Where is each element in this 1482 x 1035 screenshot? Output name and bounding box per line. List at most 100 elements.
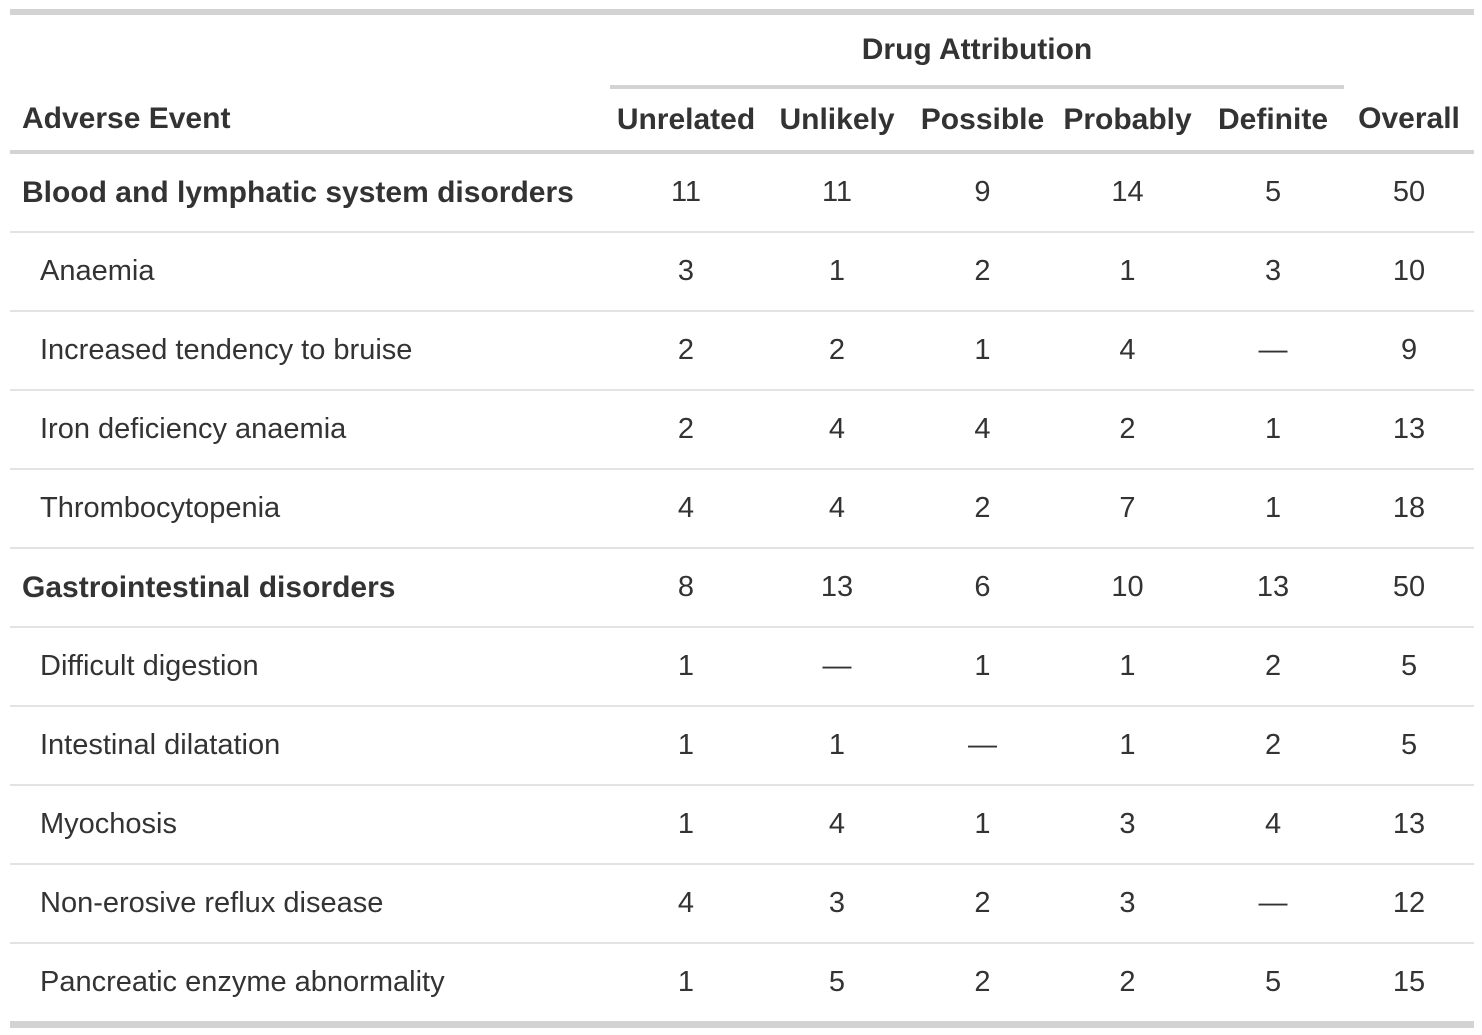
spanner-spacer-right [1344, 15, 1474, 87]
value-cell: 1 [762, 705, 912, 785]
value-cell: 50 [1344, 547, 1475, 627]
header-cell-overall: Overall [1344, 87, 1475, 154]
spanner-row: Drug Attribution [10, 15, 1474, 89]
value-cell: 50 [1392, 176, 1426, 208]
table-row: Difficult digestion 1—1 1 2 5 [10, 626, 1475, 706]
value-cell: 3 [610, 231, 762, 311]
value-cell: 2 [912, 231, 1053, 311]
value-cell: 11 [670, 176, 702, 208]
group-row: Gastrointestinal disorders 8 13 6 10 13 50 [10, 547, 1475, 627]
value-cell: 12 [1344, 863, 1475, 943]
value-cell: 2 [912, 468, 1053, 548]
value-cell: 15 [1344, 942, 1475, 1021]
value-cell: 13 [762, 547, 912, 627]
row-label: Thrombocytopenia [10, 468, 610, 548]
value-cell: 4 [1053, 310, 1202, 390]
value-cell: 2 [912, 863, 1053, 943]
row-label: Pancreatic enzyme abnormality [10, 942, 610, 1021]
value-cell: 1 [610, 626, 762, 706]
value-cell: 4 [762, 389, 912, 469]
value-cell: 5 [762, 942, 912, 1021]
row-label: Myochosis [10, 784, 610, 864]
value-cell: 1 [1053, 231, 1202, 311]
value-cell: 4 [1202, 784, 1345, 864]
value-cell: 5 [1344, 626, 1475, 706]
value-cell: 1 [1053, 626, 1202, 706]
spanner-spacer-left [10, 15, 610, 87]
value-cell: 1 [610, 705, 762, 785]
value-cell: 3 [1202, 231, 1345, 311]
value-cell: 1 [610, 942, 762, 1021]
value-cell: 2 [1202, 705, 1345, 785]
column-header-row: Adverse Event Unrelated Unlikely Possibl… [10, 87, 1475, 154]
value-cell: — [1202, 863, 1345, 943]
value-cell: 10 [1053, 547, 1202, 627]
value-cell: 6 [912, 547, 1053, 627]
row-label: Difficult digestion [10, 626, 610, 706]
header-cell-adverse-event: Adverse Event [10, 87, 610, 154]
value-cell: — [762, 626, 912, 706]
value-cell: 5 [1202, 942, 1345, 1021]
value-cell: 4 [762, 784, 912, 864]
value-cell: 1 [912, 784, 1053, 864]
value-cell: 13 [1202, 547, 1345, 627]
header-cell-probably: Probably [1053, 87, 1202, 154]
value-cell: 4 [912, 389, 1053, 469]
table-row: Intestinal dilatation 1 1—1 2 5 [10, 705, 1475, 785]
row-label: Gastrointestinal disorders [10, 547, 610, 627]
value-cell: 1 [1053, 705, 1202, 785]
value-cell: 2 [1053, 942, 1202, 1021]
table-row: Pancreatic enzyme abnormality 1 5 2 2 5 15 [10, 942, 1475, 1021]
value-cell: 1 [912, 310, 1053, 390]
value-cell: 4 [610, 863, 762, 943]
adverse-events-table: Drug Attribution Adverse Event Unrelated… [10, 15, 1475, 1021]
table-row: Myochosis 1 4 1 3 4 13 [10, 784, 1475, 864]
value-cell: 13 [1344, 784, 1475, 864]
value-cell: 13 [1344, 389, 1475, 469]
header-cell-definite: Definite [1202, 87, 1345, 154]
value-cell: 11 [821, 176, 853, 208]
value-cell: 18 [1344, 468, 1475, 548]
value-cell: 1 [610, 784, 762, 864]
value-cell: 3 [762, 863, 912, 943]
spanner-label: Drug Attribution [610, 15, 1345, 89]
value-cell: 3 [1053, 784, 1202, 864]
value-cell: 2 [1053, 389, 1202, 469]
value-cell: 4 [610, 468, 762, 548]
adverse-events-table-container: Drug Attribution Adverse Event Unrelated… [10, 9, 1475, 1028]
table-row: Thrombocytopenia 4 4 2 7 1 18 [10, 468, 1475, 548]
value-cell: 9 [974, 176, 991, 208]
value-cell: 1 [1202, 468, 1345, 548]
row-label: Non-erosive reflux disease [10, 863, 610, 943]
row-label: Intestinal dilatation [10, 705, 610, 785]
header-cell-unrelated: Unrelated [610, 87, 762, 154]
value-cell: 2 [1202, 626, 1345, 706]
value-cell: 4 [762, 468, 912, 548]
value-cell: 3 [1053, 863, 1202, 943]
value-cell: 1 [1202, 389, 1345, 469]
value-cell: — [1202, 310, 1345, 390]
table-row: Increased tendency to bruise 2 2 1 4—9 [10, 310, 1475, 390]
header-cell-unlikely: Unlikely [762, 87, 912, 154]
value-cell: 2 [912, 942, 1053, 1021]
value-cell: 5 [1264, 176, 1282, 208]
table-row: Iron deficiency anaemia 2 4 4 2 1 13 [10, 389, 1475, 469]
value-cell: 7 [1053, 468, 1202, 548]
value-cell: 14 [1111, 176, 1144, 208]
table-row: Anaemia 3 1 2 1 3 10 [10, 231, 1475, 311]
row-label: Anaemia [10, 231, 610, 311]
row-label: Iron deficiency anaemia [10, 389, 610, 469]
group-row: Blood and lymphatic system disorders 11 11… [10, 152, 1474, 232]
value-cell: — [912, 705, 1053, 785]
value-cell: 2 [762, 310, 912, 390]
value-cell: 9 [1344, 310, 1475, 390]
table-row: Non-erosive reflux disease 4 3 2 3—12 [10, 863, 1475, 943]
row-label: Increased tendency to bruise [10, 310, 610, 390]
value-cell: 8 [610, 547, 762, 627]
value-cell: 1 [912, 626, 1053, 706]
table-body: Blood and lymphatic system disorders 11 11… [10, 152, 1475, 1021]
value-cell: 1 [762, 231, 912, 311]
row-label: Blood and lymphatic system disorders [22, 175, 574, 209]
header-cell-possible: Possible [912, 87, 1053, 154]
value-cell: 5 [1344, 705, 1475, 785]
